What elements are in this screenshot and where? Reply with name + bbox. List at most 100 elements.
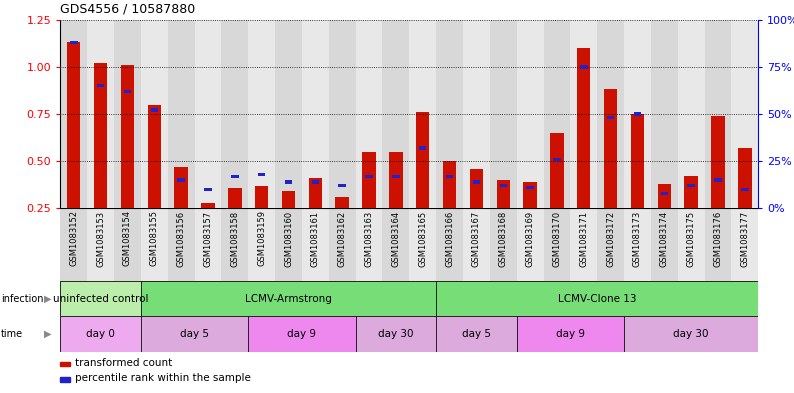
- Bar: [738, 148, 752, 208]
- Bar: [443, 161, 457, 208]
- Text: GSM1083161: GSM1083161: [311, 211, 320, 266]
- Text: GSM1083157: GSM1083157: [203, 211, 213, 266]
- Bar: [168, 208, 195, 281]
- Bar: [688, 184, 695, 187]
- Bar: [570, 20, 597, 208]
- Bar: [436, 281, 758, 316]
- Bar: [114, 208, 141, 281]
- Bar: [416, 112, 430, 208]
- Bar: [624, 208, 651, 281]
- Bar: [550, 133, 564, 208]
- Text: day 5: day 5: [462, 329, 491, 339]
- Text: day 9: day 9: [556, 329, 585, 339]
- Bar: [436, 208, 463, 281]
- Text: LCMV-Clone 13: LCMV-Clone 13: [558, 294, 637, 304]
- Text: GSM1083156: GSM1083156: [176, 211, 186, 266]
- Bar: [365, 174, 373, 178]
- Text: GSM1083168: GSM1083168: [499, 211, 507, 267]
- Bar: [309, 178, 322, 208]
- Bar: [472, 180, 480, 184]
- Bar: [141, 20, 168, 208]
- Text: GSM1083165: GSM1083165: [418, 211, 427, 266]
- Text: GSM1083153: GSM1083153: [96, 211, 105, 266]
- Bar: [496, 180, 510, 208]
- Bar: [419, 146, 426, 150]
- Bar: [410, 208, 436, 281]
- Bar: [60, 20, 87, 208]
- Bar: [523, 182, 537, 208]
- Bar: [741, 188, 749, 191]
- Bar: [148, 105, 161, 208]
- Bar: [445, 174, 453, 178]
- Bar: [597, 208, 624, 281]
- Text: GSM1083164: GSM1083164: [391, 211, 400, 266]
- Bar: [651, 208, 678, 281]
- Bar: [463, 208, 490, 281]
- Bar: [151, 108, 158, 112]
- Text: ▶: ▶: [44, 329, 52, 339]
- Bar: [553, 158, 561, 161]
- Text: GSM1083169: GSM1083169: [526, 211, 534, 266]
- Bar: [580, 65, 588, 68]
- Text: GDS4556 / 10587880: GDS4556 / 10587880: [60, 3, 195, 16]
- Bar: [570, 208, 597, 281]
- Bar: [60, 316, 141, 352]
- Text: GSM1083155: GSM1083155: [150, 211, 159, 266]
- Bar: [463, 20, 490, 208]
- Bar: [630, 114, 644, 208]
- Bar: [436, 316, 517, 352]
- Bar: [517, 20, 544, 208]
- Text: time: time: [1, 329, 23, 339]
- Bar: [711, 116, 725, 208]
- Bar: [311, 180, 319, 184]
- Bar: [195, 208, 222, 281]
- Bar: [275, 208, 302, 281]
- Bar: [409, 20, 436, 208]
- Bar: [338, 184, 346, 187]
- Bar: [228, 187, 241, 208]
- Bar: [222, 20, 249, 208]
- Bar: [124, 90, 131, 93]
- Text: percentile rank within the sample: percentile rank within the sample: [75, 373, 251, 384]
- Text: day 5: day 5: [180, 329, 209, 339]
- Bar: [604, 90, 618, 208]
- Bar: [204, 188, 212, 191]
- Bar: [362, 152, 376, 208]
- Bar: [168, 20, 195, 208]
- Text: GSM1083162: GSM1083162: [337, 211, 347, 266]
- Bar: [201, 203, 214, 208]
- Bar: [684, 176, 698, 208]
- Text: GSM1083163: GSM1083163: [364, 211, 373, 267]
- Bar: [517, 208, 544, 281]
- Bar: [651, 20, 678, 208]
- Bar: [356, 316, 436, 352]
- Text: GSM1083166: GSM1083166: [445, 211, 454, 267]
- Bar: [249, 208, 275, 281]
- Text: GSM1083152: GSM1083152: [69, 211, 79, 266]
- Text: GSM1083159: GSM1083159: [257, 211, 266, 266]
- Text: GSM1083173: GSM1083173: [633, 211, 642, 267]
- Bar: [490, 20, 517, 208]
- Text: GSM1083170: GSM1083170: [553, 211, 561, 266]
- Bar: [597, 20, 624, 208]
- Bar: [175, 167, 188, 208]
- Text: day 0: day 0: [87, 329, 115, 339]
- Bar: [657, 184, 671, 208]
- Text: GSM1083176: GSM1083176: [714, 211, 723, 267]
- Text: day 9: day 9: [287, 329, 317, 339]
- Bar: [678, 20, 704, 208]
- Bar: [356, 20, 383, 208]
- Bar: [715, 178, 722, 182]
- Bar: [517, 316, 624, 352]
- Bar: [67, 42, 80, 208]
- Bar: [231, 174, 238, 178]
- Bar: [383, 20, 409, 208]
- Bar: [70, 40, 78, 44]
- Bar: [470, 169, 483, 208]
- Bar: [249, 20, 275, 208]
- Bar: [87, 20, 114, 208]
- Bar: [499, 184, 507, 187]
- Bar: [195, 20, 222, 208]
- Bar: [258, 173, 265, 176]
- Text: GSM1083174: GSM1083174: [660, 211, 669, 266]
